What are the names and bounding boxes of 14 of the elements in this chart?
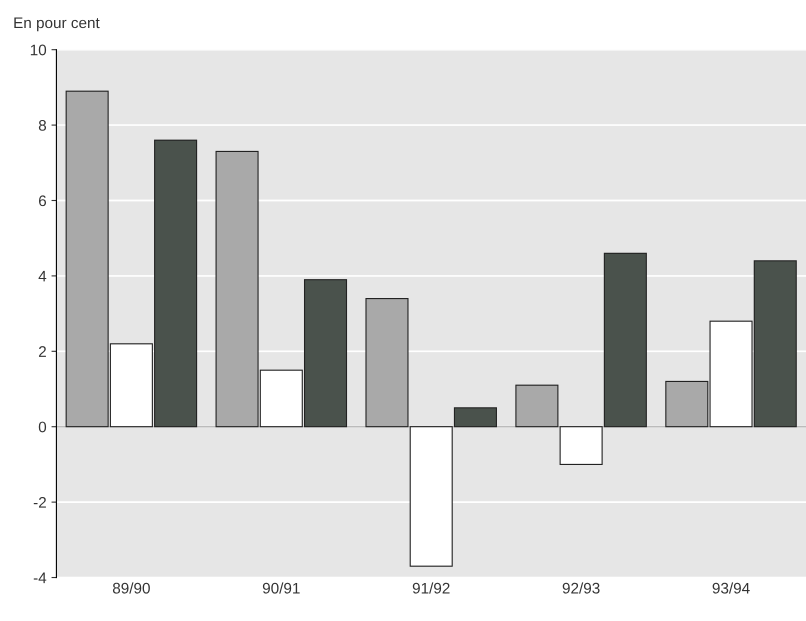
y-tick-label: 10	[30, 44, 46, 56]
x-tick-label: 92/93	[562, 582, 600, 594]
y-tick-label: 2	[38, 346, 46, 357]
y-tick-label: 4	[38, 270, 46, 282]
x-tick-label: 93/94	[712, 582, 750, 594]
y-tick-label: 8	[38, 120, 46, 131]
y-tick-label: -4	[34, 572, 46, 584]
x-tick-label: 91/92	[412, 582, 450, 594]
y-tick-label: -2	[34, 496, 46, 508]
y-tick-label: 0	[38, 422, 46, 432]
y-axis-title: En pour cent	[14, 18, 100, 32]
x-tick-label: 90/91	[262, 582, 300, 594]
y-tick-label: 6	[38, 195, 46, 206]
x-tick-label: 89/90	[112, 582, 150, 594]
